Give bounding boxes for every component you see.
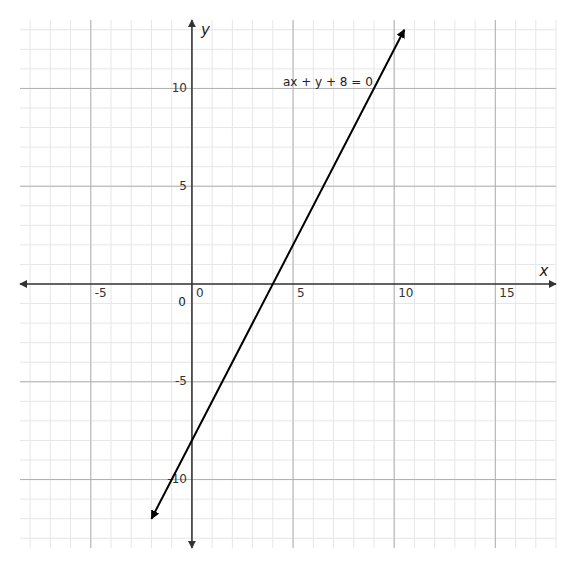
minor-grid-line	[20, 147, 556, 148]
x-tick-label: 5	[297, 286, 305, 300]
y-tick-label: 5	[179, 179, 187, 193]
chart: -5051015-10-5510xyax + y + 8 = 00	[0, 0, 576, 568]
minor-grid-line	[20, 538, 556, 539]
grid-line	[20, 186, 556, 187]
minor-grid-line	[20, 127, 556, 128]
minor-grid-line	[20, 381, 556, 382]
minor-grid-line	[20, 264, 556, 265]
minor-grid-line	[20, 401, 556, 402]
minor-grid-line	[20, 420, 556, 421]
minor-grid-line	[20, 362, 556, 363]
minor-grid-line	[20, 225, 556, 226]
x-axis	[20, 283, 556, 285]
minor-grid-line	[20, 244, 556, 245]
minor-grid-line	[20, 303, 556, 304]
x-tick-label: 15	[499, 286, 514, 300]
minor-grid-line	[20, 68, 556, 69]
y-axis	[191, 20, 193, 548]
minor-grid-line	[20, 166, 556, 167]
minor-grid-line	[20, 108, 556, 109]
minor-grid-line	[20, 460, 556, 461]
x-tick-label: 10	[398, 286, 413, 300]
x-tick-label: -5	[95, 286, 107, 300]
y-tick-label: -5	[175, 374, 187, 388]
grid-line	[20, 381, 556, 382]
grid	[20, 20, 556, 548]
minor-grid-line	[20, 205, 556, 206]
plot-area	[151, 30, 404, 519]
grid-line	[20, 479, 556, 480]
line	[151, 30, 404, 519]
minor-grid-line	[20, 440, 556, 441]
grid-line	[191, 20, 192, 548]
minor-grid-line	[20, 342, 556, 343]
minor-grid-line	[20, 518, 556, 519]
x-axis-label: x	[539, 262, 549, 280]
tick-labels: -5051015-10-5510	[95, 81, 515, 486]
axes	[20, 20, 556, 548]
minor-grid-line	[20, 323, 556, 324]
annotation: 0	[178, 295, 186, 309]
minor-grid-line	[20, 499, 556, 500]
annotation: ax + y + 8 = 0	[283, 75, 373, 89]
minor-grid-line	[20, 29, 556, 30]
minor-grid-line	[20, 284, 556, 285]
y-tick-label: 10	[172, 81, 187, 95]
minor-grid-line	[20, 186, 556, 187]
y-axis-label: y	[200, 21, 211, 39]
minor-grid-line	[191, 20, 192, 548]
minor-grid-line	[20, 49, 556, 50]
x-tick-label: 0	[196, 286, 204, 300]
minor-grid-line	[20, 479, 556, 480]
